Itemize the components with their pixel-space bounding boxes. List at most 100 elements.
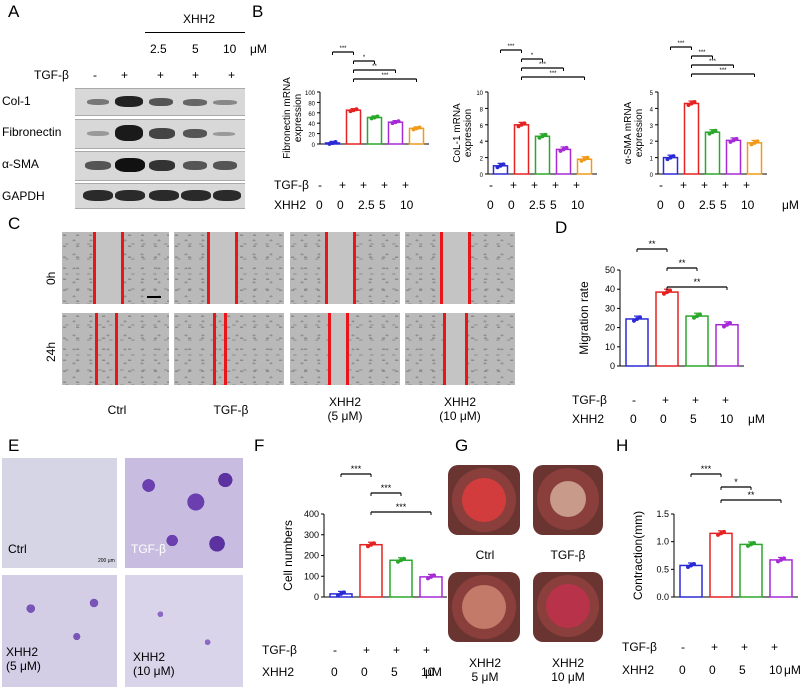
data-point xyxy=(716,532,720,537)
tgf-sign: + xyxy=(711,640,719,654)
data-point xyxy=(668,155,673,160)
tgf-sign: + xyxy=(228,68,236,82)
data-point xyxy=(749,542,753,547)
c-col-xhh2-5: XHH2 (5 μM) xyxy=(327,395,363,423)
y-tick-label: 4 xyxy=(650,107,654,113)
data-point xyxy=(782,556,786,561)
bar xyxy=(345,109,362,145)
significance-label: ** xyxy=(648,239,656,249)
b-xhh2-dose: 0 xyxy=(487,198,494,212)
data-point xyxy=(722,529,726,534)
data-point xyxy=(635,316,639,321)
y-tick-label: 10 xyxy=(476,91,483,97)
y-tick-label: 60 xyxy=(308,112,315,118)
dose-10: 10 xyxy=(223,42,237,56)
significance-label: *** xyxy=(381,483,392,493)
b-xhh2-dose: 5 xyxy=(550,198,557,212)
b-tgf-sign: + xyxy=(722,178,730,192)
significance-label: *** xyxy=(701,464,712,474)
transwell-ctrl-label: Ctrl xyxy=(8,542,27,556)
y-tick-label: 3 xyxy=(650,124,654,130)
bar xyxy=(683,102,700,175)
y-tick-label: 40 xyxy=(308,122,315,128)
y-axis-label: Fibronectin mRNA xyxy=(282,77,293,159)
scratch-xhh2-10-0h xyxy=(405,232,515,304)
tgf-sign: - xyxy=(93,68,97,82)
data-point xyxy=(749,142,754,147)
scratch-tgf-24h xyxy=(174,313,284,385)
blot-col1 xyxy=(75,88,245,116)
data-point xyxy=(752,540,756,545)
data-point xyxy=(537,135,542,140)
data-point xyxy=(632,318,636,323)
data-point xyxy=(414,126,419,131)
bar xyxy=(704,131,721,175)
b-xhh2-dose: 0 xyxy=(316,198,323,212)
data-point xyxy=(396,119,401,124)
scratch-xhh2-5-0h xyxy=(290,232,400,304)
data-point xyxy=(372,541,376,546)
data-point xyxy=(327,141,332,146)
data-point xyxy=(393,120,398,125)
data-point xyxy=(585,155,590,160)
y-tick-label: 2 xyxy=(480,157,484,163)
significance-label: * xyxy=(734,477,738,487)
significance-label: *** xyxy=(677,41,685,47)
gel-dish-tgf xyxy=(533,465,603,535)
transwell-xhh2-5: XHH2 (5 μM) xyxy=(2,575,117,687)
panel-h-letter: H xyxy=(616,436,629,455)
y-tick-label: 0 xyxy=(314,592,319,602)
data-point xyxy=(698,312,702,317)
data-point xyxy=(776,559,780,564)
y-tick-label: 5 xyxy=(650,91,654,97)
xhh2-row-label: XHH2 xyxy=(572,412,605,426)
data-point xyxy=(752,140,757,145)
b-xhh2-dose: 5 xyxy=(379,198,386,212)
data-point xyxy=(728,139,733,144)
tgf-sign: + xyxy=(423,643,431,657)
blot-label-gapdh: GAPDH xyxy=(2,189,45,203)
data-point xyxy=(495,165,500,170)
y-tick-label: 2 xyxy=(650,140,654,146)
data-point xyxy=(330,140,335,145)
b-tgf-sign: + xyxy=(339,178,347,192)
c-col-xhh2-10: XHH2 (10 μM) xyxy=(439,395,481,423)
panel-g-letter: G xyxy=(455,436,469,455)
b-xhh2-dose: 2.5 xyxy=(529,198,546,212)
y-tick-label: 0 xyxy=(480,173,484,179)
data-point xyxy=(665,290,669,295)
blot-fibronectin xyxy=(75,119,245,149)
bar xyxy=(725,139,742,175)
scratch-xhh2-10-24h xyxy=(405,313,515,385)
scale-bar xyxy=(147,296,161,298)
b-xhh2-dose: 0 xyxy=(508,198,515,212)
c-col-ctrl: Ctrl xyxy=(107,403,127,417)
data-point xyxy=(522,121,527,126)
unit-label: μM xyxy=(748,412,765,426)
unit-label: μM xyxy=(784,663,801,677)
b-xhh2-dose: 10 xyxy=(741,198,755,212)
b-xhh2-dose: 0 xyxy=(337,198,344,212)
b-xhh2-dose: 10 xyxy=(571,198,585,212)
b-tgf-sign: - xyxy=(659,178,663,192)
row-label-24h: 24h xyxy=(44,341,58,362)
data-point xyxy=(692,100,697,105)
data-point xyxy=(713,128,718,133)
transwell-tgf: TGF-β xyxy=(125,458,243,568)
xhh2-dose: 0 xyxy=(331,665,338,679)
data-point xyxy=(366,544,370,549)
significance-label: ** xyxy=(693,277,701,287)
data-point xyxy=(399,558,403,563)
y-tick-label: 400 xyxy=(304,509,319,519)
data-point xyxy=(558,148,563,153)
y-tick-label: 40 xyxy=(605,284,615,294)
b-tgf-sign: + xyxy=(743,178,751,192)
data-point xyxy=(411,127,416,132)
xhh2-dose: 0 xyxy=(630,412,637,426)
y-tick-label: 6 xyxy=(480,124,484,130)
data-point xyxy=(426,576,430,581)
data-point xyxy=(692,561,696,566)
